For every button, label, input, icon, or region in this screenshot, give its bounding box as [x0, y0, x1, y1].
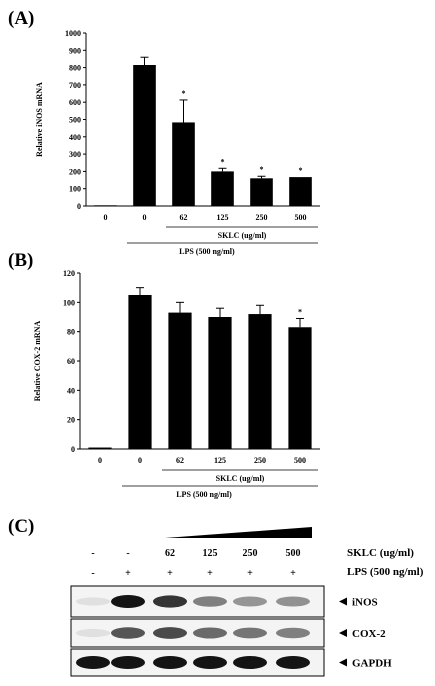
panel-label-b: (B) — [8, 250, 33, 271]
x-tick-label: 250 — [254, 456, 266, 465]
bar — [172, 122, 195, 206]
bar — [248, 314, 272, 449]
bar — [211, 171, 234, 206]
lps-status-label: + — [247, 568, 253, 579]
y-tick-label: 60 — [67, 357, 75, 366]
blot-band — [153, 656, 187, 669]
blot-band — [111, 656, 145, 669]
significance-marker: * — [299, 166, 303, 175]
bar — [128, 295, 152, 449]
y-tick-label: 40 — [67, 386, 75, 395]
x-tick-label: 62 — [176, 456, 184, 465]
lps-status-label: + — [125, 568, 131, 579]
blot-band — [153, 627, 187, 639]
y-tick-label: 700 — [69, 81, 81, 90]
y-tick-label: 900 — [69, 46, 81, 55]
bar — [94, 205, 117, 207]
x-tick-label: 125 — [214, 456, 226, 465]
sklc-dose-label: - — [91, 548, 94, 559]
dose-gradient-wedge — [165, 527, 312, 538]
sklc-group-label: SKLC (ug/ml) — [216, 474, 265, 483]
blot-band — [111, 595, 145, 608]
x-tick-label: 250 — [256, 213, 268, 222]
blot-band — [193, 627, 227, 639]
band-pointer-arrow — [339, 597, 347, 606]
bar — [250, 178, 273, 206]
blot-band — [233, 656, 267, 669]
x-tick-label: 0 — [98, 456, 102, 465]
lps-status-label: - — [91, 568, 94, 579]
y-tick-label: 100 — [63, 298, 75, 307]
blot-band — [193, 656, 227, 669]
y-axis-label: Relative COX-2 mRNA — [33, 321, 42, 402]
band-label: GAPDH — [352, 658, 392, 670]
y-tick-label: 100 — [69, 185, 81, 194]
y-tick-label: 120 — [63, 269, 75, 278]
bar — [289, 177, 312, 206]
chart-cox2-mrna: 0 20 40 60 80 100 120 Relative COX-2 mRNA 0 0 62 12… — [33, 269, 320, 499]
panel-label-a: (A) — [8, 8, 34, 29]
blot-sklc-label: SKLC (ug/ml) — [347, 547, 414, 559]
blot-band — [233, 596, 267, 607]
y-tick-label: 80 — [67, 328, 75, 337]
western-blot: SKLC (ug/ml) LPS (500 ng/ml) - - 62 125 250 5… — [70, 527, 424, 677]
significance-marker: * — [260, 165, 264, 174]
y-tick-label: 200 — [69, 167, 81, 176]
x-tick-label: 0 — [104, 213, 108, 222]
blot-band — [276, 627, 310, 639]
bar — [208, 317, 232, 449]
y-tick-label: 500 — [69, 116, 81, 125]
blot-band — [76, 597, 110, 606]
lps-group-label: LPS (500 ng/ml) — [179, 247, 235, 256]
band-pointer-arrow — [339, 658, 347, 667]
blot-band — [276, 596, 310, 607]
blot-band — [233, 627, 267, 639]
y-axis-label: Relative iNOS mRNA — [35, 82, 44, 157]
bar — [88, 447, 112, 449]
blot-band — [276, 656, 310, 669]
panel-label-c: (C) — [8, 516, 34, 537]
sklc-group-label: SKLC (ug/ml) — [218, 231, 267, 240]
y-tick-label: 600 — [69, 98, 81, 107]
y-tick-label: 0 — [77, 202, 81, 211]
significance-marker: * — [221, 157, 225, 166]
sklc-dose-label: 62 — [165, 548, 175, 559]
significance-marker: * — [298, 307, 302, 316]
sklc-dose-label: 500 — [286, 548, 301, 559]
x-tick-label: 0 — [143, 213, 147, 222]
x-tick-label: 125 — [217, 213, 229, 222]
x-tick-label: 62 — [180, 213, 188, 222]
blot-band — [153, 595, 187, 608]
x-tick-label: 0 — [138, 456, 142, 465]
sklc-dose-label: 125 — [203, 548, 218, 559]
significance-marker: * — [182, 89, 186, 98]
blot-band — [76, 628, 110, 638]
sklc-dose-label: 250 — [243, 548, 258, 559]
band-label: COX-2 — [352, 628, 386, 640]
bar — [133, 65, 156, 206]
lps-status-label: + — [290, 568, 296, 579]
y-tick-label: 800 — [69, 64, 81, 73]
y-tick-label: 0 — [71, 445, 75, 454]
lps-group-label: LPS (500 ng/ml) — [176, 490, 232, 499]
y-tick-label: 300 — [69, 150, 81, 159]
x-tick-label: 500 — [294, 456, 306, 465]
y-tick-label: 1000 — [65, 29, 81, 38]
lps-status-label: + — [167, 568, 173, 579]
lps-status-label: + — [207, 568, 213, 579]
band-label: iNOS — [352, 597, 378, 609]
blot-lps-label: LPS (500 ng/ml) — [347, 566, 424, 578]
x-tick-label: 500 — [295, 213, 307, 222]
sklc-dose-label: - — [126, 548, 129, 559]
y-tick-label: 20 — [67, 416, 75, 425]
blot-band — [193, 596, 227, 607]
bar — [288, 327, 312, 449]
blot-band — [76, 656, 110, 669]
band-pointer-arrow — [339, 629, 347, 637]
y-tick-label: 400 — [69, 133, 81, 142]
blot-band — [111, 627, 145, 639]
bar — [168, 312, 192, 449]
chart-inos-mrna: 0 100 200 300 400 500 600 700 800 900 1000 Relative… — [35, 29, 320, 256]
